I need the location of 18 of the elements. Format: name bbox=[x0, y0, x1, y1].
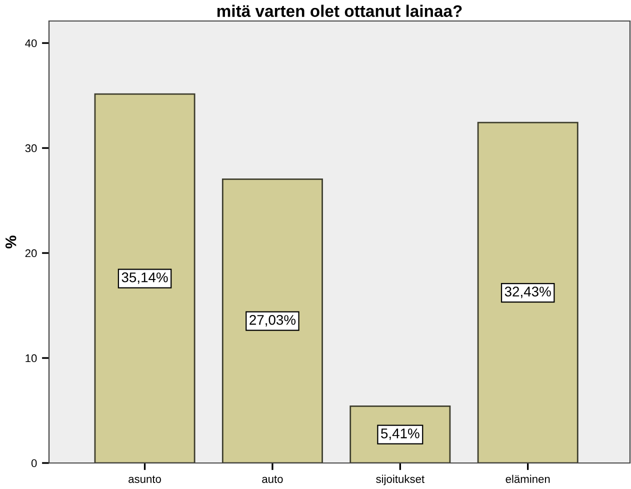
bar bbox=[222, 178, 323, 463]
data-label: 5,41% bbox=[381, 428, 420, 440]
chart-title: mitä varten olet ottanut lainaa? bbox=[217, 4, 462, 17]
y-tick-label: 30 bbox=[25, 144, 37, 152]
bar bbox=[477, 122, 578, 463]
x-tick-label: asunto bbox=[128, 476, 161, 483]
bar bbox=[94, 93, 196, 463]
y-tick-label: 0 bbox=[31, 459, 37, 468]
data-label: 27,03% bbox=[250, 315, 296, 326]
x-tick-label: sijoitukset bbox=[376, 474, 424, 486]
y-tick-label: 40 bbox=[25, 39, 37, 48]
x-tick-label: auto bbox=[262, 476, 283, 483]
data-label: 35,14% bbox=[122, 272, 168, 284]
x-tick-label: eläminen bbox=[506, 474, 550, 483]
data-label: 32,43% bbox=[504, 286, 551, 298]
y-tick-label: 10 bbox=[26, 354, 37, 362]
y-tick-label: 20 bbox=[25, 249, 37, 258]
y-axis-title: % bbox=[5, 236, 16, 248]
